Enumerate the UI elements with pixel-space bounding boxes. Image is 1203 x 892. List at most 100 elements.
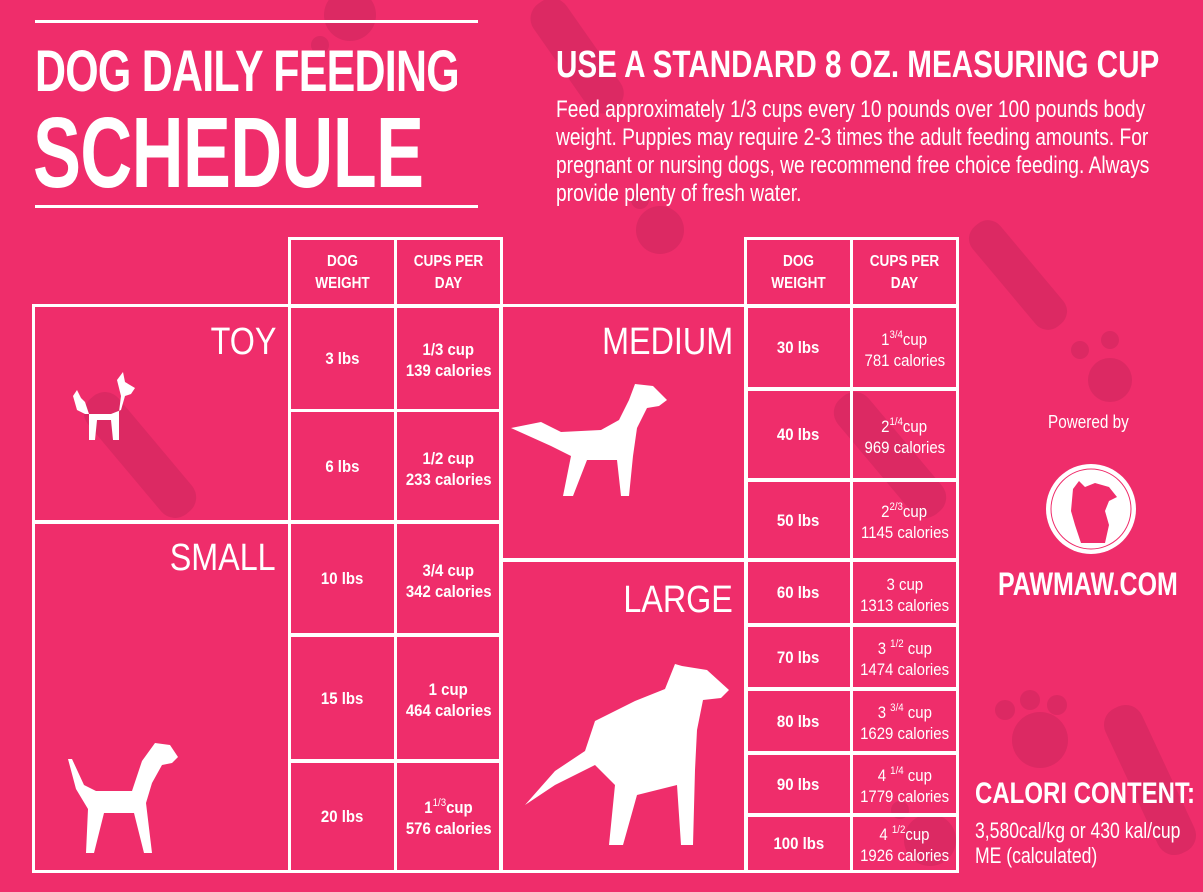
weight-cell: 30 lbs xyxy=(744,304,853,391)
cups-cell: 13/4cup 781 calories xyxy=(850,304,959,391)
title-line-1: DOG DAILY FEEDING xyxy=(35,39,460,104)
title-line-2: SCHEDULE xyxy=(33,97,424,209)
cups-amount: 3/4 cup xyxy=(422,560,475,580)
bone-icon xyxy=(1103,704,1197,856)
group-label: TOY xyxy=(210,321,276,363)
cups-cell: 11/3cup 576 calories xyxy=(394,759,503,873)
weight-value: 20 lbs xyxy=(321,806,364,826)
divider xyxy=(35,205,478,208)
weight-cell: 80 lbs xyxy=(744,687,853,755)
cups-fraction: 2/3 xyxy=(889,501,904,513)
powered-by-label: Powered by xyxy=(1048,412,1129,432)
weight-cell: 3 lbs xyxy=(288,304,397,412)
cups-cell: 3 3/4 cup 1629 calories xyxy=(850,687,959,755)
setter-silhouette-icon xyxy=(525,664,729,845)
cups-cell: 4 1/4 cup 1779 calories xyxy=(850,751,959,817)
cups-fraction: 3/4 xyxy=(889,702,904,714)
header-dog-weight: DOG WEIGHT xyxy=(288,237,397,308)
weight-value: 50 lbs xyxy=(777,510,820,530)
cups-cell: 1/3 cup 139 calories xyxy=(394,304,503,412)
cups-fraction: 1/4 xyxy=(889,765,904,777)
calories: 1313 calories xyxy=(860,595,949,615)
calories: 1474 calories xyxy=(860,660,949,679)
cups-amount: 3 3/4 cup xyxy=(877,702,932,722)
weight-value: 3 lbs xyxy=(325,348,360,368)
calories: 464 calories xyxy=(405,701,492,720)
cups-amount: 1 cup xyxy=(428,680,469,699)
cups-amount: 3 cup xyxy=(886,574,923,594)
weight-cell: 10 lbs xyxy=(288,520,397,637)
group-label: SMALL xyxy=(170,537,276,579)
bone-icon xyxy=(968,220,1068,330)
calories: 233 calories xyxy=(405,469,492,489)
cups-amount: 1/3 cup xyxy=(422,340,475,359)
weight-cell: 60 lbs xyxy=(744,558,853,627)
weight-value: 100 lbs xyxy=(773,833,824,853)
calories: 1926 calories xyxy=(860,846,949,865)
weight-value: 70 lbs xyxy=(777,647,820,667)
cups-cell: 22/3cup 1145 calories xyxy=(850,478,959,562)
boxer-silhouette-icon xyxy=(68,743,178,853)
cups-fraction: 1/3 xyxy=(432,797,447,809)
cups-fraction: 3/4 xyxy=(889,328,904,341)
weight-value: 15 lbs xyxy=(321,688,364,708)
group-label: MEDIUM xyxy=(602,321,733,363)
header-dog-weight: DOG WEIGHT xyxy=(744,237,853,308)
weight-value: 40 lbs xyxy=(777,425,820,444)
paw-icon xyxy=(631,191,684,254)
calories: 1779 calories xyxy=(860,787,949,806)
cups-fraction: 1/4 xyxy=(889,415,904,428)
weight-value: 60 lbs xyxy=(777,583,820,602)
pawmaw-logo[interactable] xyxy=(1043,461,1139,557)
weight-value: 90 lbs xyxy=(777,774,820,794)
cups-cell: 4 1/2cup 1926 calories xyxy=(850,813,959,873)
weight-value: 80 lbs xyxy=(777,711,820,731)
weight-value: 10 lbs xyxy=(321,569,364,588)
cups-fraction: 1/2 xyxy=(891,824,906,836)
cups-fraction: 1/2 xyxy=(889,638,904,650)
calories: 342 calories xyxy=(405,581,492,601)
calories: 139 calories xyxy=(405,361,492,380)
subtitle: USE A STANDARD 8 OZ. MEASURING CUP xyxy=(556,44,1160,86)
calories: 969 calories xyxy=(864,437,945,457)
group-small: SMALL xyxy=(32,520,291,873)
weight-cell: 6 lbs xyxy=(288,409,397,524)
bone-icon xyxy=(530,0,624,114)
paw-icon xyxy=(995,690,1068,768)
cups-cell: 3 cup 1313 calories xyxy=(850,558,959,627)
weight-value: 30 lbs xyxy=(777,338,820,357)
cups-cell: 3/4 cup 342 calories xyxy=(394,520,503,637)
paw-icon xyxy=(1071,331,1132,402)
group-large: LARGE xyxy=(499,558,748,873)
cups-cell: 1 cup 464 calories xyxy=(394,633,503,763)
cups-amount: 3 1/2 cup xyxy=(877,638,932,658)
cups-cell: 1/2 cup 233 calories xyxy=(394,409,503,524)
calories: 1629 calories xyxy=(860,724,949,743)
weight-cell: 15 lbs xyxy=(288,633,397,763)
cups-amount: 1/2 cup xyxy=(422,448,475,468)
calories: 781 calories xyxy=(864,350,945,370)
group-toy: TOY xyxy=(32,304,291,524)
header-cups-per-day: CUPS PER DAY xyxy=(394,237,503,308)
cups-amount: 21/4cup xyxy=(881,415,928,436)
cups-cell: 21/4cup 969 calories xyxy=(850,387,959,482)
calorie-text: 3,580cal/kg or 430 kal/cup ME (calculate… xyxy=(975,818,1181,868)
weight-cell: 50 lbs xyxy=(744,478,853,562)
header-cups-per-day: CUPS PER DAY xyxy=(850,237,959,308)
cups-amount: 11/3cup xyxy=(424,797,473,817)
weight-value: 6 lbs xyxy=(325,457,360,476)
cups-amount: 4 1/4 cup xyxy=(877,765,932,785)
weight-cell: 100 lbs xyxy=(744,813,853,873)
weight-cell: 40 lbs xyxy=(744,387,853,482)
bone-icon xyxy=(833,392,947,518)
description: Feed approximately 1/3 cups every 10 pou… xyxy=(556,96,1150,207)
cups-amount: 13/4cup xyxy=(881,328,928,349)
weight-cell: 90 lbs xyxy=(744,751,853,817)
brand-link[interactable]: PAWMAW.COM xyxy=(998,566,1178,602)
calorie-heading: CALORI CONTENT: xyxy=(975,777,1195,810)
cups-cell: 3 1/2 cup 1474 calories xyxy=(850,623,959,691)
divider xyxy=(35,20,478,23)
spaniel-silhouette-icon xyxy=(511,384,667,496)
weight-cell: 70 lbs xyxy=(744,623,853,691)
group-label: LARGE xyxy=(623,579,733,621)
